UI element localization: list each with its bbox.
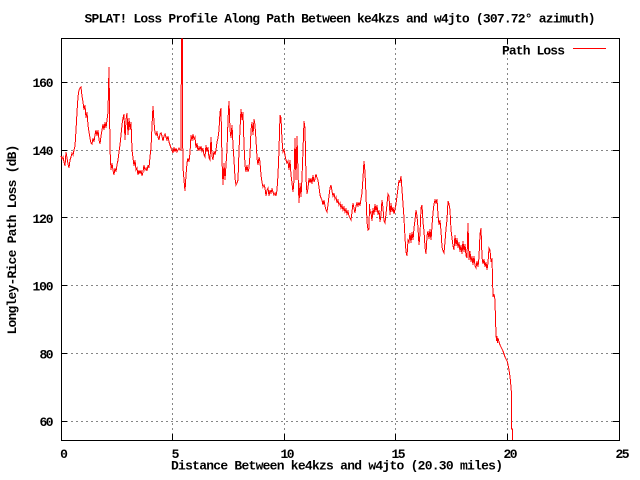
svg-text:20: 20 (504, 447, 518, 462)
svg-text:Path Loss: Path Loss (502, 44, 565, 59)
svg-text:0: 0 (60, 447, 68, 462)
svg-text:Longley-Rice Path Loss (dB): Longley-Rice Path Loss (dB) (5, 145, 20, 335)
svg-text:100: 100 (33, 280, 54, 295)
svg-text:10: 10 (281, 447, 295, 462)
svg-text:5: 5 (172, 447, 180, 462)
svg-text:140: 140 (33, 144, 54, 159)
svg-text:120: 120 (33, 212, 54, 227)
svg-text:15: 15 (392, 447, 406, 462)
svg-text:80: 80 (40, 347, 54, 362)
svg-text:60: 60 (40, 415, 54, 430)
svg-text:SPLAT! Loss Profile Along Path: SPLAT! Loss Profile Along Path Between k… (85, 12, 596, 27)
svg-text:160: 160 (33, 76, 54, 91)
svg-text:25: 25 (616, 447, 630, 462)
svg-text:Distance Between ke4kzs and w4: Distance Between ke4kzs and w4jto (20.30… (171, 459, 503, 474)
